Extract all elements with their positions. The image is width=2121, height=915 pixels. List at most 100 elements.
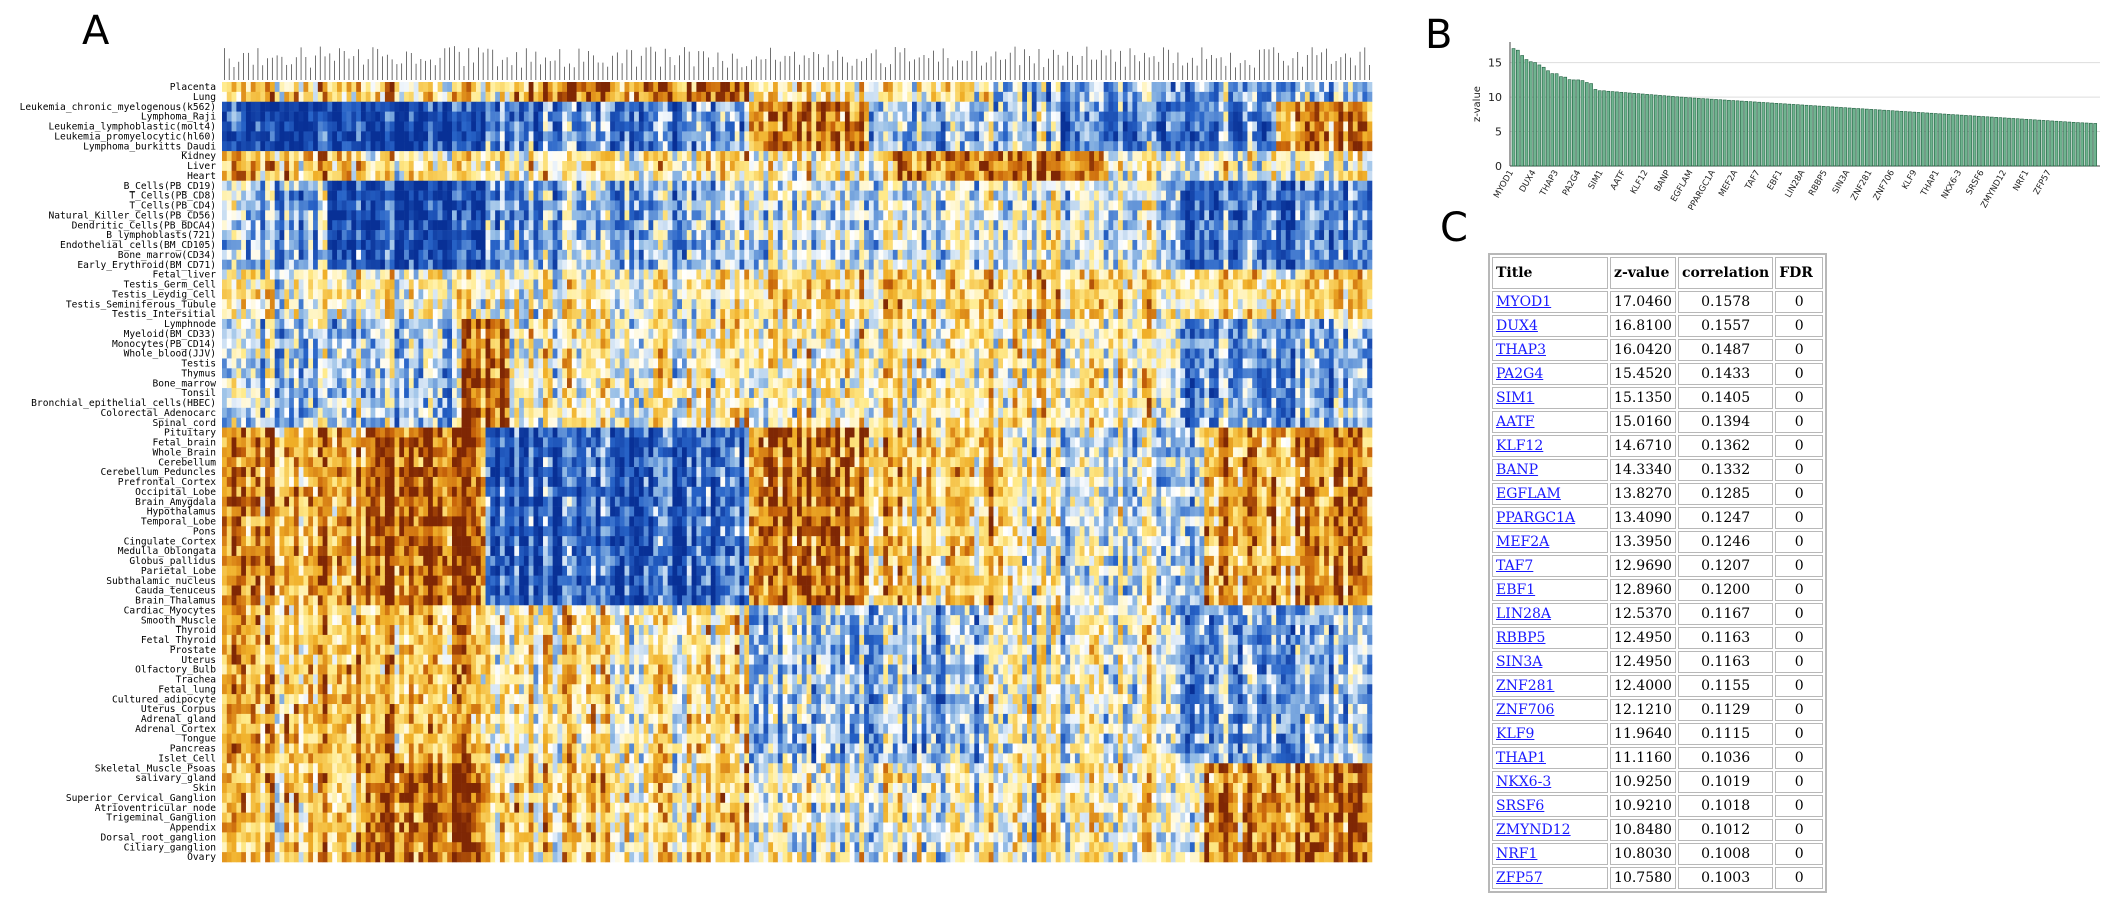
heatmap-cell bbox=[375, 141, 380, 151]
heatmap-cell bbox=[1037, 102, 1042, 112]
heatmap-cell bbox=[744, 92, 749, 102]
heatmap-cell bbox=[414, 102, 419, 112]
heatmap-cell bbox=[706, 181, 711, 191]
heatmap-cell bbox=[677, 161, 682, 171]
heatmap-cell bbox=[524, 210, 529, 220]
heatmap-cell bbox=[1171, 161, 1176, 171]
heatmap-cell bbox=[423, 181, 428, 191]
heatmap-cell bbox=[1041, 230, 1046, 240]
heatmap-cell bbox=[1305, 191, 1310, 201]
heatmap-cell bbox=[1142, 171, 1147, 181]
heatmap-cell bbox=[792, 92, 797, 102]
heatmap-cell bbox=[514, 250, 519, 260]
heatmap-cell bbox=[241, 151, 246, 161]
heatmap-cell bbox=[356, 181, 361, 191]
heatmap-cell bbox=[1080, 220, 1085, 230]
heatmap-cell bbox=[1176, 151, 1181, 161]
heatmap-cell bbox=[404, 279, 409, 289]
heatmap-cell bbox=[318, 270, 323, 280]
heatmap-cell bbox=[1310, 171, 1315, 181]
heatmap-cell bbox=[778, 260, 783, 270]
heatmap-cell bbox=[327, 92, 332, 102]
heatmap-cell bbox=[1305, 131, 1310, 141]
heatmap-cell bbox=[730, 92, 735, 102]
heatmap-cell bbox=[1223, 270, 1228, 280]
heatmap-cell bbox=[1041, 181, 1046, 191]
heatmap-cell bbox=[1166, 92, 1171, 102]
heatmap-cell bbox=[251, 102, 256, 112]
heatmap-cell bbox=[500, 240, 505, 250]
heatmap-cell bbox=[970, 102, 975, 112]
heatmap-cell bbox=[917, 141, 922, 151]
heatmap-cell bbox=[1195, 82, 1200, 92]
heatmap-cell bbox=[1142, 270, 1147, 280]
heatmap-cell bbox=[246, 82, 251, 92]
heatmap-cell bbox=[1037, 82, 1042, 92]
heatmap-cell bbox=[1200, 260, 1205, 270]
heatmap-cell bbox=[754, 260, 759, 270]
heatmap-cell bbox=[529, 200, 534, 210]
heatmap-cell bbox=[1137, 141, 1142, 151]
heatmap-cell bbox=[840, 102, 845, 112]
heatmap-cell bbox=[323, 250, 328, 260]
heatmap-cell bbox=[773, 191, 778, 201]
heatmap-cell bbox=[1209, 141, 1214, 151]
heatmap-cell bbox=[476, 82, 481, 92]
heatmap-cell bbox=[1286, 102, 1291, 112]
heatmap-cell bbox=[740, 141, 745, 151]
heatmap-cell bbox=[567, 181, 572, 191]
heatmap-cell bbox=[423, 112, 428, 122]
heatmap-cell bbox=[1017, 112, 1022, 122]
heatmap-cell bbox=[888, 181, 893, 191]
heatmap-cell bbox=[510, 131, 515, 141]
heatmap-cell bbox=[979, 191, 984, 201]
heatmap-cell bbox=[476, 92, 481, 102]
heatmap-cell bbox=[529, 82, 534, 92]
heatmap-cell bbox=[768, 230, 773, 240]
heatmap-cell bbox=[682, 151, 687, 161]
heatmap-cell bbox=[505, 230, 510, 240]
heatmap-cell bbox=[1085, 270, 1090, 280]
heatmap-cell bbox=[308, 131, 313, 141]
heatmap-cell bbox=[706, 92, 711, 102]
heatmap-cell bbox=[601, 171, 606, 181]
heatmap-cell bbox=[337, 191, 342, 201]
heatmap-cell bbox=[533, 220, 538, 230]
heatmap-cell bbox=[605, 210, 610, 220]
heatmap-cell bbox=[361, 250, 366, 260]
heatmap-cell bbox=[816, 200, 821, 210]
heatmap-cell bbox=[486, 82, 491, 92]
heatmap-cell bbox=[1176, 161, 1181, 171]
heatmap-cell bbox=[1085, 279, 1090, 289]
heatmap-cell bbox=[840, 161, 845, 171]
heatmap-cell bbox=[1219, 82, 1224, 92]
heatmap-cell bbox=[1003, 131, 1008, 141]
heatmap-cell bbox=[850, 131, 855, 141]
heatmap-cell bbox=[428, 250, 433, 260]
heatmap-cell bbox=[1075, 200, 1080, 210]
heatmap-cell bbox=[883, 200, 888, 210]
heatmap-cell bbox=[1128, 250, 1133, 260]
heatmap-cell bbox=[797, 260, 802, 270]
heatmap-cell bbox=[1358, 161, 1363, 171]
heatmap-cell bbox=[1367, 200, 1372, 210]
heatmap-cell bbox=[471, 131, 476, 141]
heatmap-cell bbox=[481, 240, 486, 250]
heatmap-cell bbox=[965, 82, 970, 92]
heatmap-cell bbox=[926, 112, 931, 122]
heatmap-cell bbox=[984, 279, 989, 289]
heatmap-cell bbox=[768, 171, 773, 181]
heatmap-cell bbox=[605, 181, 610, 191]
heatmap-cell bbox=[1070, 191, 1075, 201]
heatmap-cell bbox=[974, 230, 979, 240]
heatmap-cell bbox=[1089, 240, 1094, 250]
heatmap-cell bbox=[701, 112, 706, 122]
heatmap-cell bbox=[1219, 151, 1224, 161]
heatmap-cell bbox=[1156, 171, 1161, 181]
heatmap-cell bbox=[227, 250, 232, 260]
heatmap-cell bbox=[711, 240, 716, 250]
heatmap-cell bbox=[831, 240, 836, 250]
heatmap-cell bbox=[1089, 210, 1094, 220]
heatmap-cell bbox=[1291, 181, 1296, 191]
heatmap-cell bbox=[1214, 92, 1219, 102]
